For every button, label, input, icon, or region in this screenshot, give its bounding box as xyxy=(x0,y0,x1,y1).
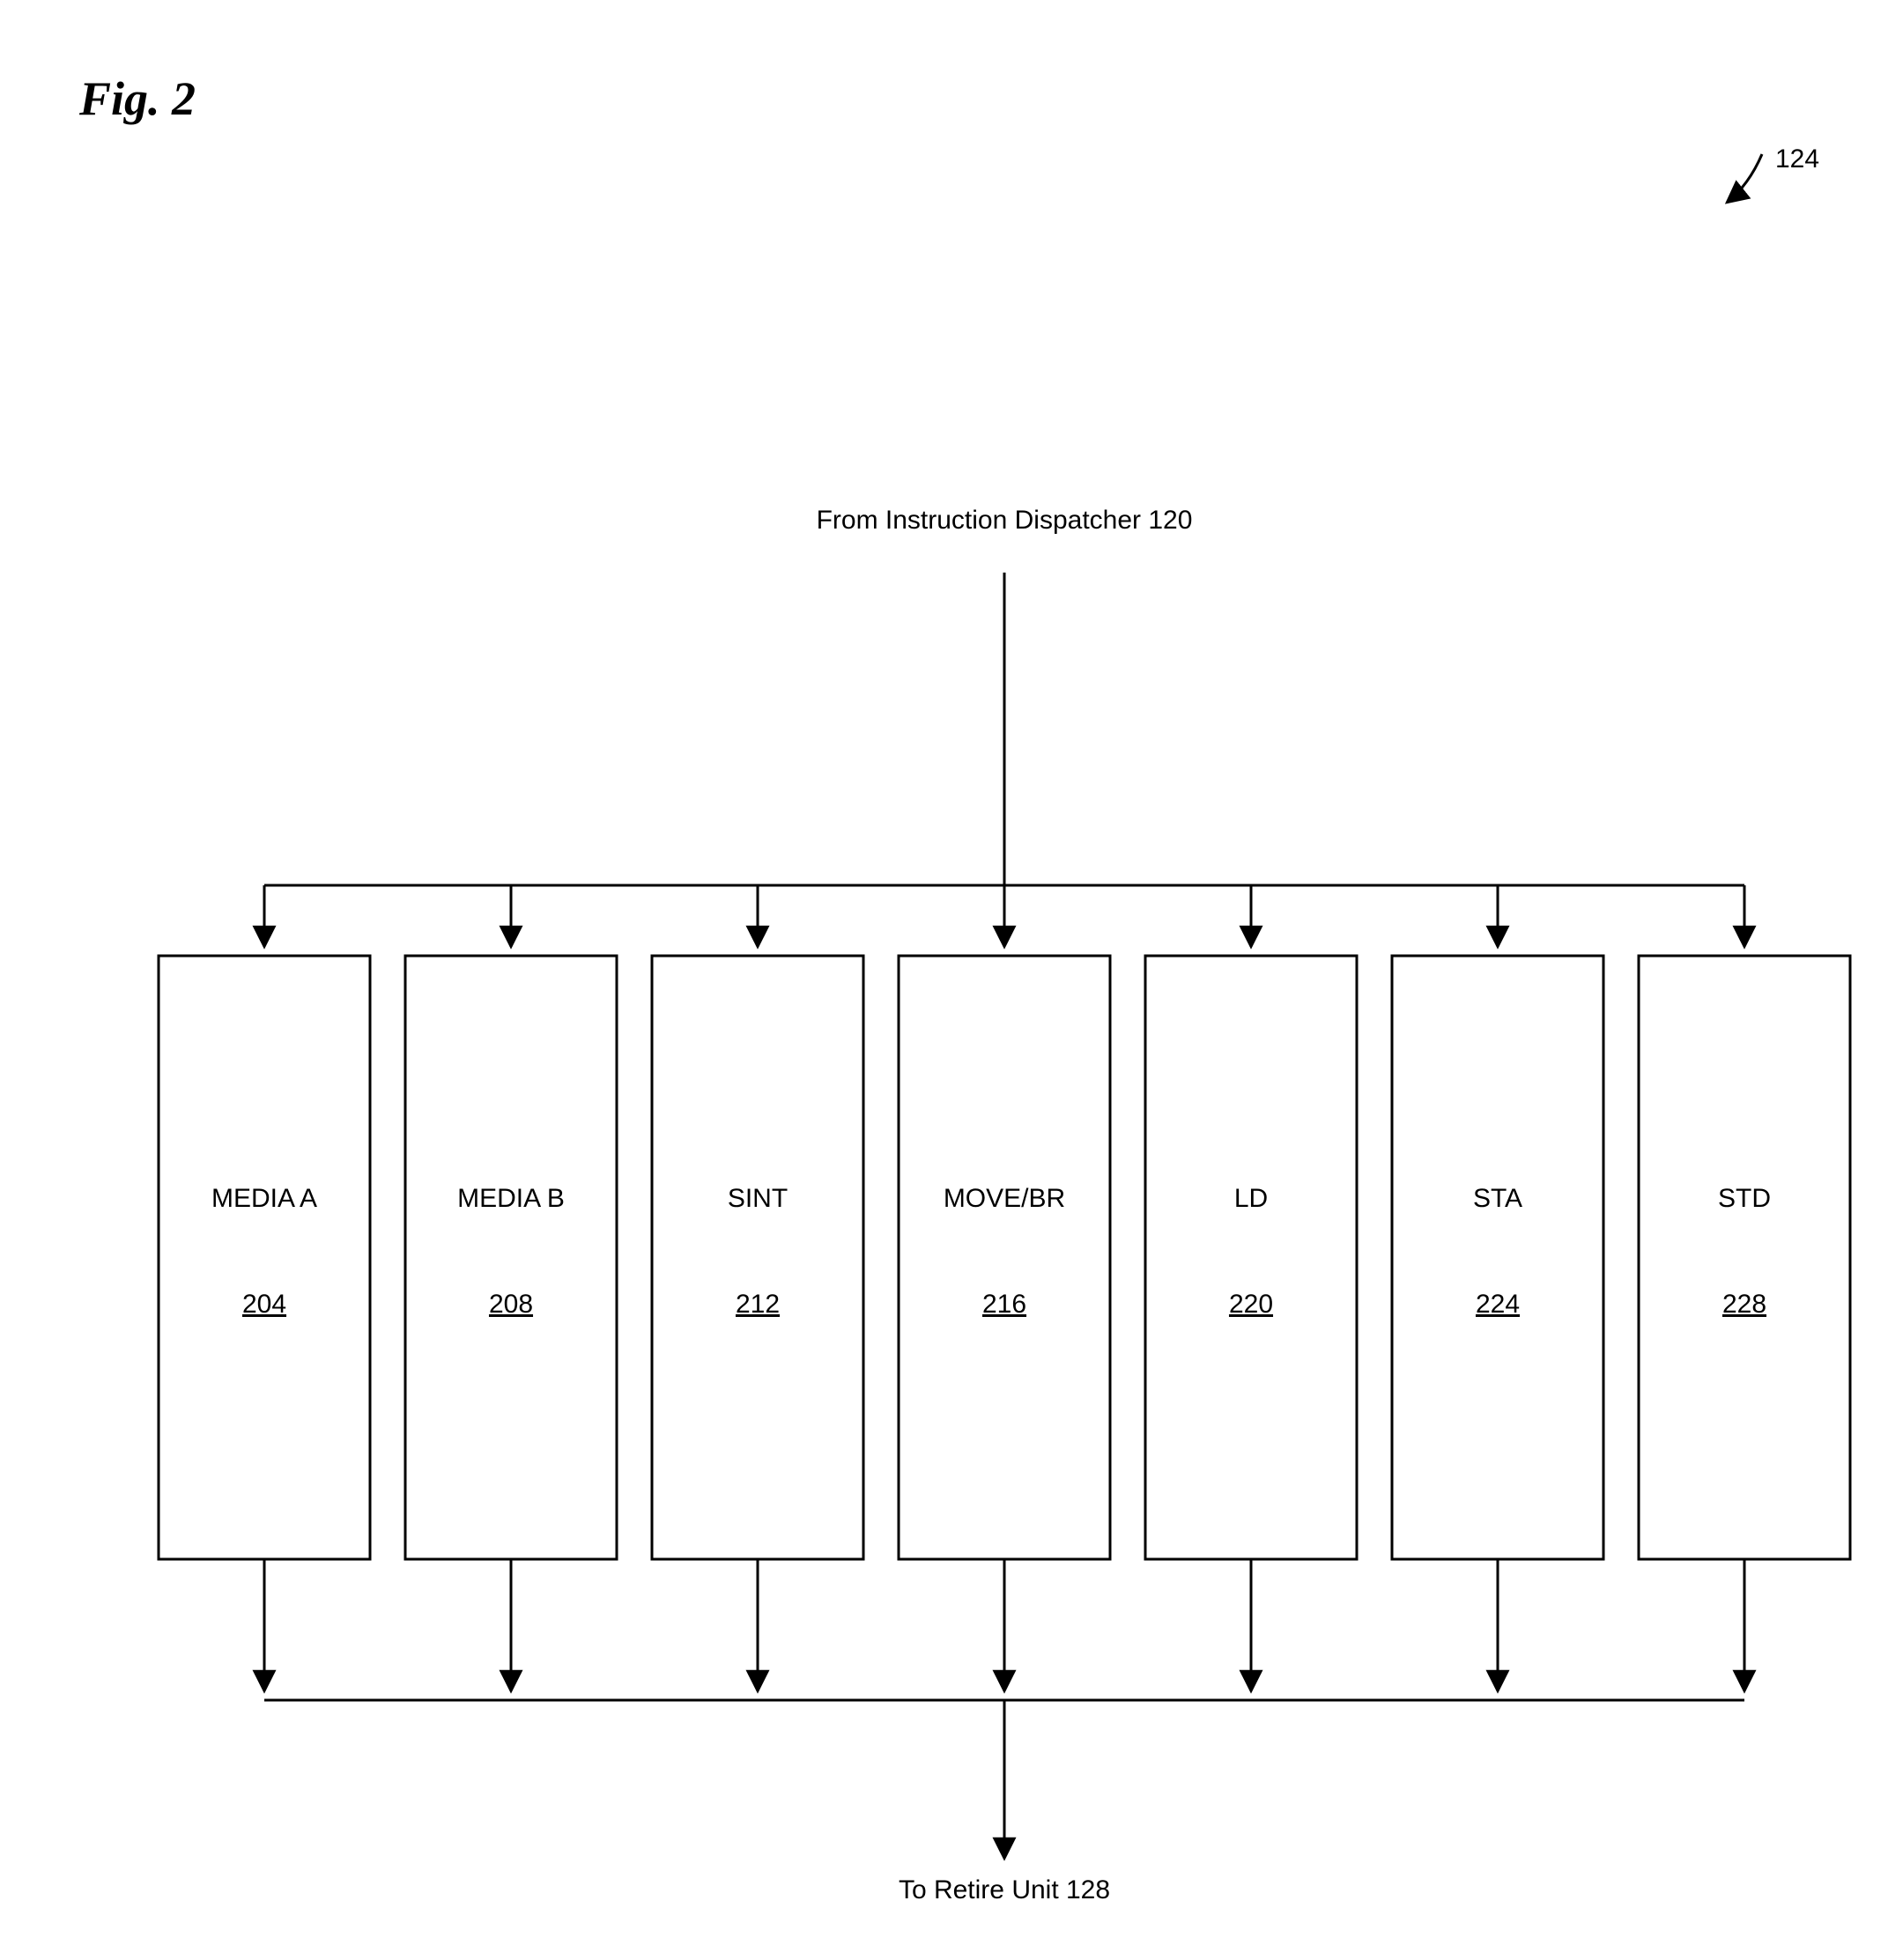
unit-ref-216: 216 xyxy=(982,1290,1026,1319)
unit-ref-208: 208 xyxy=(489,1290,533,1319)
unit-box-224 xyxy=(1392,956,1603,1559)
unit-ref-228: 228 xyxy=(1722,1290,1766,1319)
unit-box-212 xyxy=(652,956,863,1559)
unit-box-220 xyxy=(1145,956,1357,1559)
unit-box-216 xyxy=(899,956,1110,1559)
unit-name-220: LD xyxy=(1234,1184,1268,1213)
unit-name-212: SINT xyxy=(728,1184,788,1213)
figure-ref-pointer xyxy=(1727,154,1762,203)
unit-name-204: MEDIA A xyxy=(211,1184,317,1213)
unit-ref-224: 224 xyxy=(1476,1290,1520,1319)
unit-box-228 xyxy=(1639,956,1850,1559)
output-dest-label: To Retire Unit 128 xyxy=(899,1875,1110,1905)
figure-reference-number: 124 xyxy=(1775,144,1819,174)
unit-box-208 xyxy=(405,956,617,1559)
figure-title: Fig. 2 xyxy=(78,72,196,125)
unit-name-216: MOVE/BR xyxy=(944,1184,1065,1213)
unit-box-204 xyxy=(159,956,370,1559)
unit-ref-212: 212 xyxy=(736,1290,780,1319)
unit-ref-204: 204 xyxy=(242,1290,286,1319)
unit-name-224: STA xyxy=(1473,1184,1522,1213)
input-source-label: From Instruction Dispatcher 120 xyxy=(817,506,1193,535)
unit-name-228: STD xyxy=(1718,1184,1771,1213)
unit-ref-220: 220 xyxy=(1229,1290,1273,1319)
unit-name-208: MEDIA B xyxy=(457,1184,565,1213)
